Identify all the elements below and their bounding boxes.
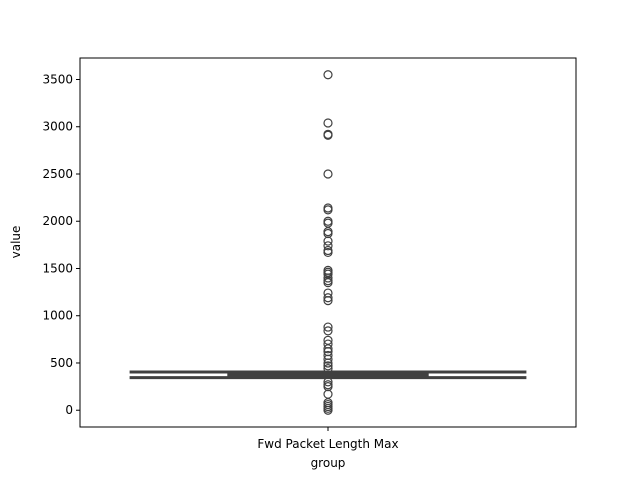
- outlier: [323, 205, 333, 215]
- outlier: [323, 389, 333, 399]
- y-axis-label: value: [9, 226, 23, 259]
- x-axis-label: group: [311, 456, 346, 470]
- y-tick-label: 1500: [42, 261, 73, 275]
- outlier: [323, 273, 333, 283]
- y-tick-label: 3000: [42, 120, 73, 134]
- y-tick-label: 500: [50, 356, 73, 370]
- outlier: [323, 288, 333, 298]
- outlier: [323, 216, 333, 226]
- y-tick-label: 2000: [42, 214, 73, 228]
- outlier: [323, 382, 333, 392]
- outlier: [323, 344, 333, 354]
- outlier: [323, 358, 333, 368]
- outlier: [323, 326, 333, 336]
- outlier: [323, 354, 333, 364]
- outlier: [323, 247, 333, 258]
- outlier: [323, 377, 333, 387]
- outlier: [323, 203, 333, 213]
- outlier: [323, 227, 333, 237]
- y-tick-label: 2500: [42, 167, 73, 181]
- x-tick-label: Fwd Packet Length Max: [257, 437, 398, 451]
- y-tick-label: 0: [65, 403, 73, 417]
- outlier: [323, 130, 333, 140]
- outlier: [323, 70, 333, 80]
- y-tick-label: 3500: [42, 72, 73, 86]
- outlier: [323, 118, 333, 128]
- outlier: [323, 228, 333, 239]
- outlier: [323, 245, 333, 256]
- outlier: [323, 322, 333, 332]
- outlier: [323, 405, 333, 415]
- outlier: [323, 236, 333, 246]
- outlier: [323, 218, 333, 228]
- y-tick-label: 1000: [42, 309, 73, 323]
- outlier: [323, 361, 333, 371]
- outlier: [323, 241, 333, 251]
- outlier: [323, 169, 333, 179]
- outlier: [323, 278, 333, 288]
- outlier: [323, 296, 333, 306]
- outlier: [323, 293, 333, 303]
- outlier: [323, 364, 333, 374]
